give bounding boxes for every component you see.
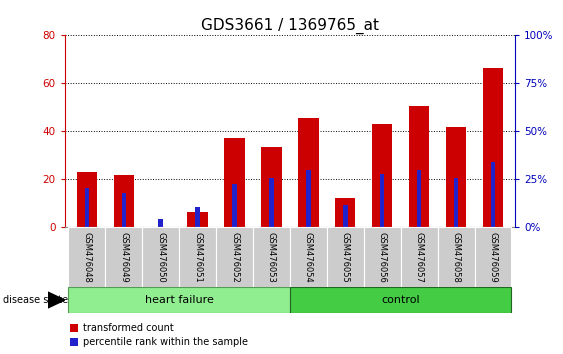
FancyBboxPatch shape xyxy=(179,227,216,289)
Bar xyxy=(372,124,392,227)
Bar xyxy=(269,178,274,227)
Text: GSM476050: GSM476050 xyxy=(156,232,165,283)
Text: GSM476053: GSM476053 xyxy=(267,232,276,283)
FancyBboxPatch shape xyxy=(327,227,364,289)
Bar xyxy=(454,178,458,227)
FancyBboxPatch shape xyxy=(364,227,401,289)
FancyBboxPatch shape xyxy=(290,287,511,313)
FancyBboxPatch shape xyxy=(142,227,179,289)
Bar xyxy=(225,138,245,227)
Bar xyxy=(380,174,385,227)
Bar xyxy=(343,205,347,227)
Text: GSM476059: GSM476059 xyxy=(489,232,498,283)
Polygon shape xyxy=(48,292,65,308)
Bar xyxy=(195,207,200,227)
Bar xyxy=(114,175,134,227)
Bar xyxy=(84,188,89,227)
Text: disease state: disease state xyxy=(3,295,68,305)
Text: GSM476056: GSM476056 xyxy=(378,232,387,283)
Text: GSM476049: GSM476049 xyxy=(119,232,128,283)
Title: GDS3661 / 1369765_at: GDS3661 / 1369765_at xyxy=(201,18,379,34)
Text: GSM476052: GSM476052 xyxy=(230,232,239,283)
Text: heart failure: heart failure xyxy=(145,295,213,305)
Text: GSM476048: GSM476048 xyxy=(82,232,91,283)
FancyBboxPatch shape xyxy=(105,227,142,289)
Bar xyxy=(335,198,355,227)
FancyBboxPatch shape xyxy=(69,227,105,289)
FancyBboxPatch shape xyxy=(290,227,327,289)
FancyBboxPatch shape xyxy=(437,227,475,289)
Text: GSM476057: GSM476057 xyxy=(415,232,424,283)
Text: GSM476058: GSM476058 xyxy=(452,232,461,283)
Legend: transformed count, percentile rank within the sample: transformed count, percentile rank withi… xyxy=(70,324,248,347)
Bar xyxy=(159,219,163,227)
Text: control: control xyxy=(381,295,420,305)
Bar xyxy=(483,68,503,227)
Text: GSM476055: GSM476055 xyxy=(341,232,350,283)
Text: GSM476054: GSM476054 xyxy=(304,232,313,283)
Bar xyxy=(417,170,421,227)
Bar xyxy=(122,193,126,227)
FancyBboxPatch shape xyxy=(69,287,290,313)
FancyBboxPatch shape xyxy=(401,227,437,289)
Text: GSM476051: GSM476051 xyxy=(193,232,202,283)
Bar xyxy=(77,172,97,227)
FancyBboxPatch shape xyxy=(475,227,511,289)
FancyBboxPatch shape xyxy=(253,227,290,289)
Bar xyxy=(446,127,466,227)
Bar xyxy=(298,118,319,227)
Bar xyxy=(306,170,311,227)
Bar xyxy=(233,183,237,227)
Bar xyxy=(409,106,430,227)
FancyBboxPatch shape xyxy=(216,227,253,289)
Bar xyxy=(187,212,208,227)
Bar xyxy=(491,162,495,227)
Bar xyxy=(261,147,282,227)
